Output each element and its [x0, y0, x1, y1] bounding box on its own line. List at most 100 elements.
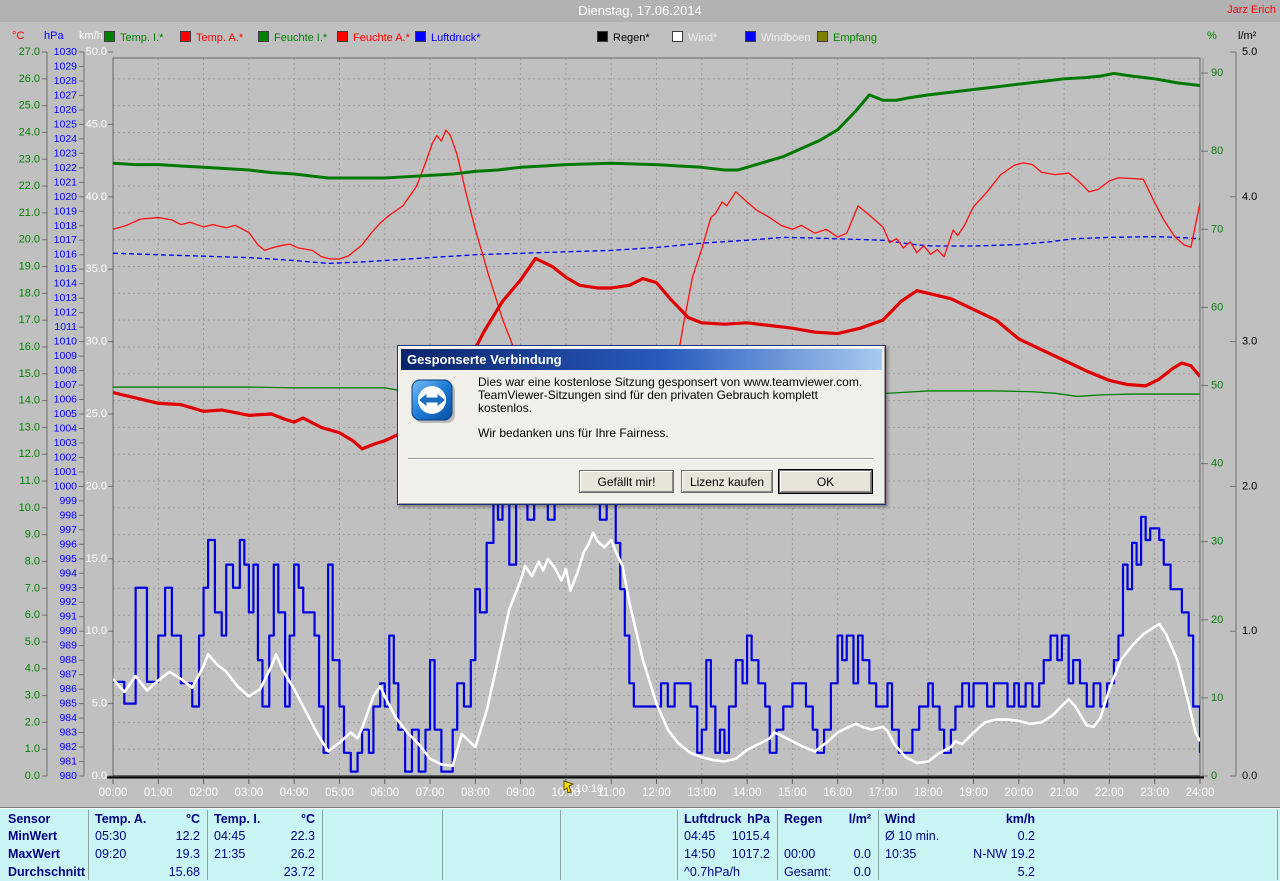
y-axis-tick-label: 1005	[54, 408, 78, 420]
x-axis-tick-label: 24:00	[1186, 787, 1215, 799]
y-axis-tick-label: 21.0	[19, 207, 40, 219]
x-axis-tick-label: 04:00	[280, 787, 309, 799]
cursor-time-label: 10:10	[575, 783, 604, 795]
weather-chart: 00:00 01:00 02:00 03:00 04:00 05:00 06:00 07:00…	[19, 46, 1258, 799]
summary-cell-value: °C	[300, 812, 315, 826]
dialog-line-1: Dies war eine kostenlose Sitzung gespons…	[478, 375, 863, 389]
dialog-line-3: Wir bedanken uns für Ihre Fairness.	[478, 426, 669, 440]
summary-cell: ^0.7hPa/h1016.2	[684, 865, 770, 881]
y-axis-tick-label: 1022	[54, 162, 78, 174]
summary-cell: 21:35 26.2	[214, 847, 315, 863]
summary-cell-time: Gesamt:	[784, 865, 832, 879]
summary-cell-value: km/h	[1005, 812, 1035, 826]
legend-swatch	[337, 31, 348, 42]
y-axis-tick-label: 998	[59, 509, 77, 521]
series-feuchte-a	[113, 129, 1200, 480]
series-temp-a	[113, 256, 1200, 451]
summary-cell-time: Regen	[784, 812, 823, 826]
y-axis-tick-label: 15.0	[86, 553, 107, 565]
summary-cell-time: 14:50	[684, 847, 716, 861]
y-axis-tick-label: 10.0	[19, 502, 40, 514]
x-axis-tick-label: 16:00	[823, 787, 852, 799]
y-axis-tick-label: 1012	[54, 307, 78, 319]
user-label: Jarz Erich	[1227, 4, 1276, 16]
legend-item-feuchte-a-: Feuchte A.*	[337, 31, 410, 45]
y-axis-tick-label: 70	[1211, 223, 1223, 235]
teamviewer-dialog: Gesponserte Verbindung Dies war eine kos…	[397, 345, 886, 505]
summary-cell: 23.72	[214, 865, 315, 881]
y-axis-tick-label: 11.0	[19, 475, 40, 487]
x-axis-tick-label: 08:00	[461, 787, 490, 799]
summary-cell-value: 0.2	[1017, 829, 1035, 843]
y-axis-tick-label: 1007	[54, 379, 78, 391]
panel-divider	[1277, 810, 1278, 880]
y-axis-tick-label: 1027	[54, 89, 78, 101]
y-axis-tick-label: 993	[59, 582, 77, 594]
summary-col-header: Luftdruck hPa	[684, 812, 770, 828]
y-axis-tick-label: 10	[1211, 692, 1223, 704]
summary-cell-value: 1016.2	[732, 879, 770, 881]
summary-row-label: MaxWert	[8, 847, 60, 861]
x-axis-tick-label: 15:00	[778, 787, 807, 799]
summary-cell: 09:20 19.3	[95, 847, 200, 863]
y-axis-tick-label: 0.0	[1242, 770, 1257, 782]
y-axis-tick-label: 1009	[54, 350, 78, 362]
legend-swatch	[745, 31, 756, 42]
dialog-title-bar[interactable]: Gesponserte Verbindung	[401, 349, 882, 370]
summary-cell-time: Ø 10 min.	[885, 829, 940, 843]
summary-cell-time: Temp. A.	[95, 812, 147, 826]
y-axis-tick-label: 1021	[54, 176, 78, 188]
title-bar: Dienstag, 17.06.2014 Jarz Erich	[0, 0, 1280, 22]
y-axis-tick-label: 50	[1211, 379, 1223, 391]
y-axis-tick-label: 17.0	[19, 314, 40, 326]
x-axis-tick-label: 03:00	[234, 787, 263, 799]
summary-cell: 14:50 1017.2	[684, 847, 770, 863]
summary-panel: Sensor MinWert MaxWert Durchschnitt Temp. A.…	[0, 807, 1280, 881]
unit-kmh: km/h	[79, 30, 103, 42]
y-axis-tick-label: 1004	[54, 422, 78, 434]
summary-cell-time: Temp. I.	[214, 812, 261, 826]
summary-cell-value: 12.2	[175, 829, 200, 843]
x-axis-tick-label: 06:00	[370, 787, 399, 799]
buy-license-button[interactable]: Lizenz kaufen	[681, 470, 773, 493]
dialog-title: Gesponserte Verbindung	[407, 352, 562, 367]
summary-cell-time: 04:45	[214, 829, 246, 843]
like-button[interactable]: Gefällt mir!	[579, 470, 674, 493]
y-axis-tick-label: 1016	[54, 249, 78, 261]
y-axis-tick-label: 60	[1211, 301, 1223, 313]
legend-item-regen-: Regen*	[597, 31, 650, 45]
y-axis-tick-label: 997	[59, 524, 77, 536]
series-temp-i	[113, 71, 1200, 180]
y-axis-tick-label: 1030	[54, 46, 78, 58]
legend-swatch	[597, 31, 608, 42]
summary-col-header: Temp. A. °C	[95, 812, 200, 828]
y-axis-tick-label: 1028	[54, 75, 78, 87]
y-axis-tick-label: 15.0	[19, 368, 40, 380]
y-axis-tick-label: 0	[1211, 770, 1217, 782]
x-axis-tick-label: 14:00	[733, 787, 762, 799]
summary-cell-value: 0.0	[853, 847, 871, 861]
y-axis-tick-label: 983	[59, 727, 77, 739]
summary-row-label: Durchschnitt	[8, 865, 86, 879]
legend-label: Temp. A.*	[196, 32, 244, 44]
y-axis-tick-label: 996	[59, 538, 77, 550]
y-axis-tick-label: 16.0	[19, 341, 40, 353]
summary-cell-time: 04:45	[684, 829, 716, 843]
summary-cell-time: 21:35	[214, 847, 246, 861]
y-axis-tick-label: 18.0	[19, 287, 40, 299]
y-axis-tick-label: 35.0	[86, 263, 107, 275]
unit-lm2: l/m²	[1238, 30, 1257, 42]
y-axis-tick-label: 1026	[54, 104, 78, 116]
summary-cell-time: Luftdruck	[684, 812, 742, 826]
ok-button[interactable]: OK	[779, 470, 872, 493]
y-axis-tick-label: 20.0	[19, 234, 40, 246]
legend-label: Feuchte I.*	[274, 32, 328, 44]
panel-divider	[322, 810, 323, 880]
summary-cell: 00:00 0.0	[784, 847, 871, 863]
y-axis-tick-label: 19.0	[19, 261, 40, 273]
summary-col-header: Temp. I. °C	[214, 812, 315, 828]
legend-label: Temp. I.*	[120, 32, 164, 44]
legend-item-temp-i-: Temp. I.*	[104, 31, 163, 45]
panel-divider	[878, 810, 879, 880]
unit-hpa: hPa	[44, 30, 64, 42]
